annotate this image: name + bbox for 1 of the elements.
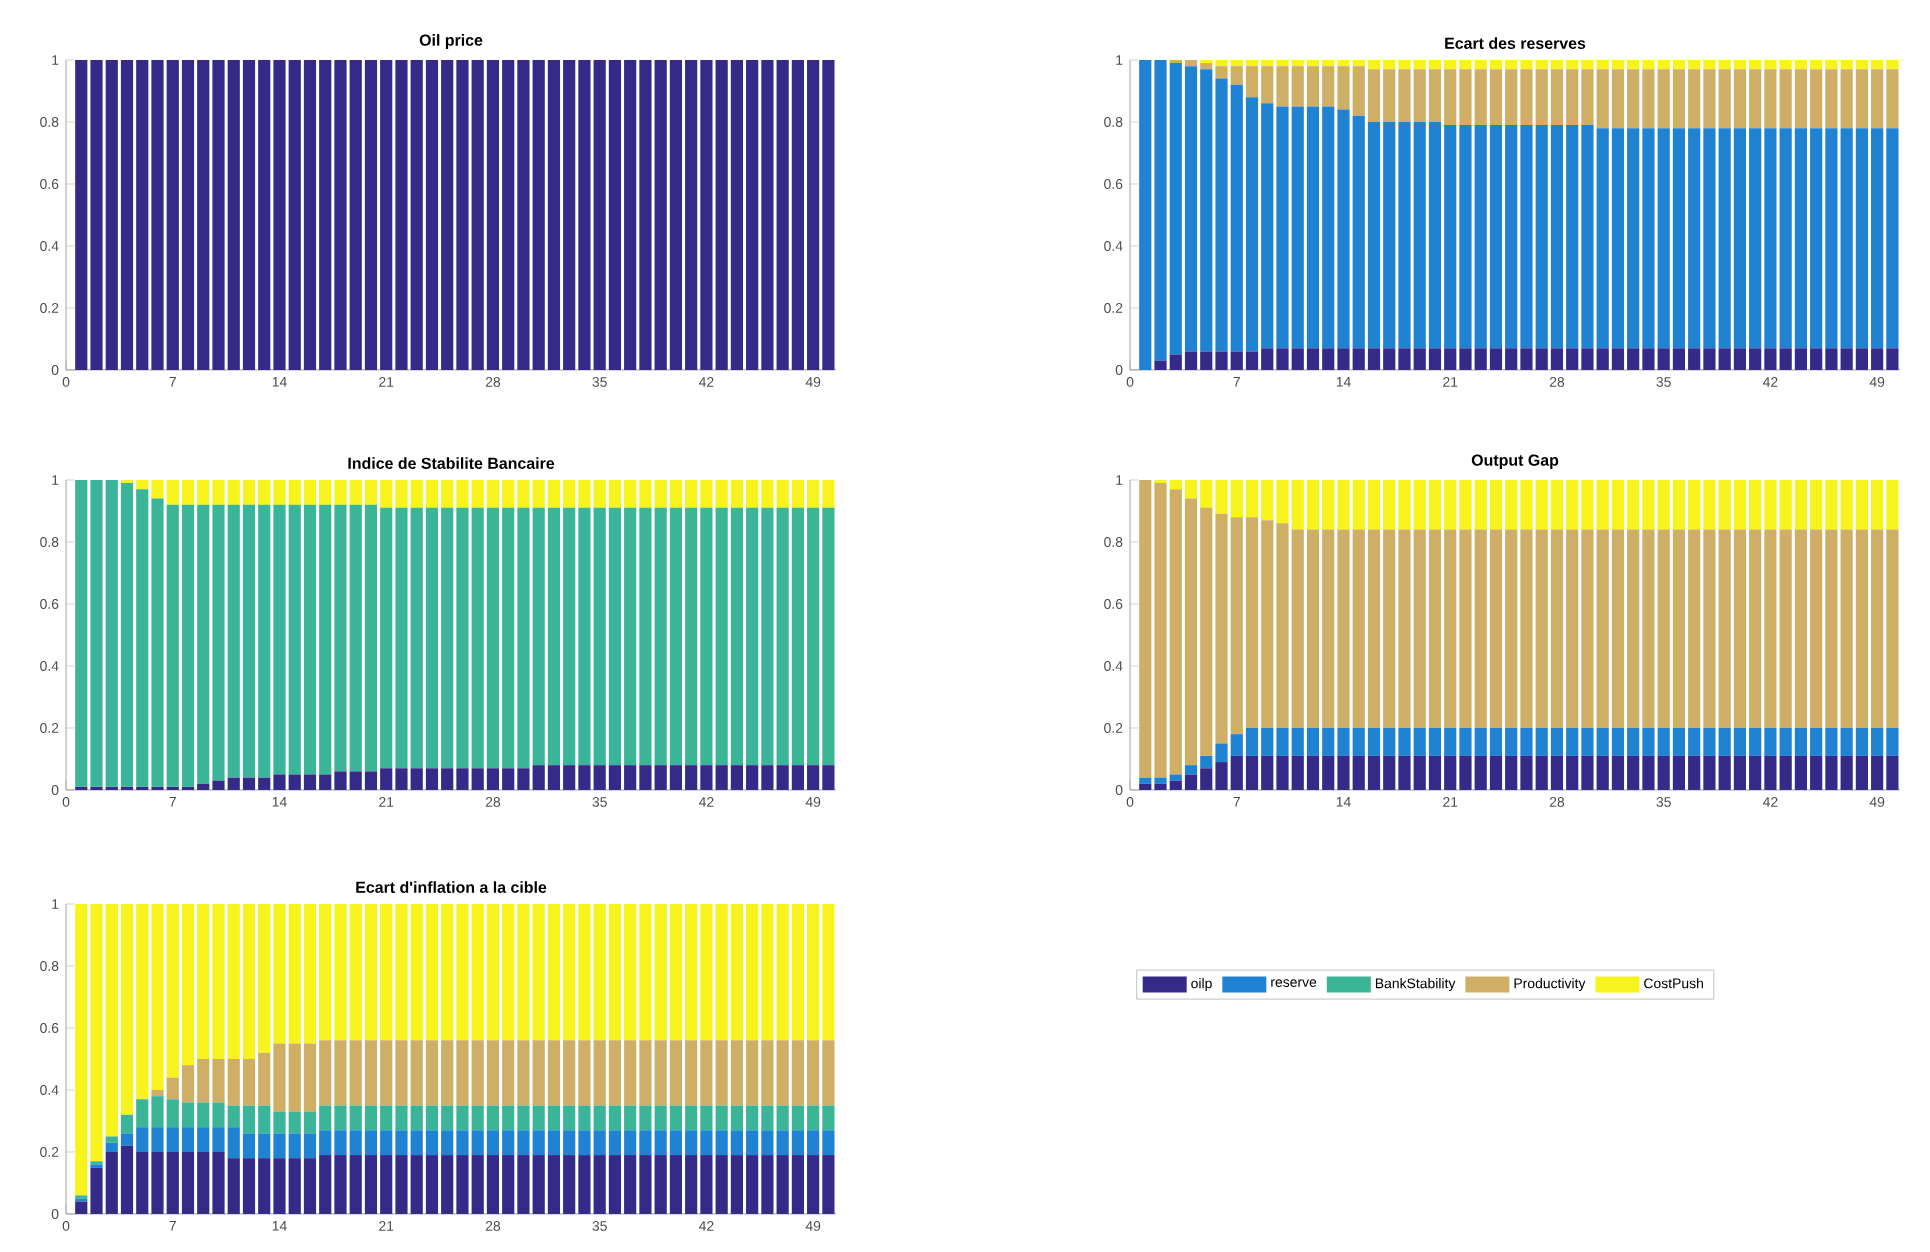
bar: [105, 1136, 118, 1143]
